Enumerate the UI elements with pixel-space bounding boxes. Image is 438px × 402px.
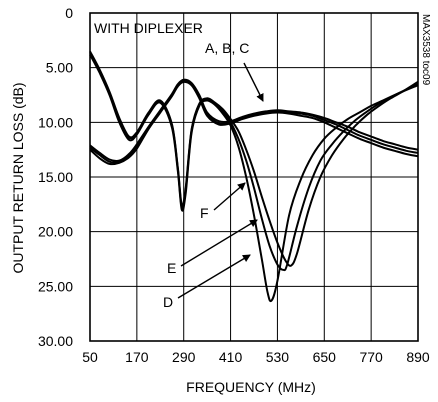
x-tick-label: 290 (172, 349, 196, 365)
annotations: A, B, C F E D (163, 40, 264, 310)
x-axis-title: FREQUENCY (MHz) (186, 379, 316, 395)
y-axis-title: OUTPUT RETURN LOSS (dB) (10, 82, 26, 273)
series-line-f (89, 50, 419, 267)
inset-label: WITH DIPLEXER (94, 20, 203, 36)
y-tick-label: 15.00 (38, 169, 73, 185)
x-tick-label: 410 (219, 349, 243, 365)
annotation-label: E (167, 260, 176, 276)
x-tick-label: 770 (359, 349, 383, 365)
annotation-arrow (177, 254, 251, 299)
y-tick-label: 0 (65, 5, 73, 21)
series-group (89, 50, 419, 303)
annotation-arrow (180, 219, 258, 267)
annotation-label: A, B, C (205, 40, 249, 56)
series-line-c (89, 78, 419, 162)
annotation-label: F (200, 205, 209, 221)
x-tick-label: 50 (82, 349, 98, 365)
x-tick-label: 890 (406, 349, 430, 365)
series-line-b (89, 80, 419, 166)
plot-frame (89, 12, 419, 342)
x-tick-label: 530 (266, 349, 290, 365)
y-tick-label: 30.00 (38, 333, 73, 349)
annotation-label: D (163, 294, 173, 310)
x-tick-label: 650 (313, 349, 337, 365)
y-tick-label: 25.00 (38, 278, 73, 294)
y-tick-label: 20.00 (38, 224, 73, 240)
tick-labels: 50 170 290 410 530 650 770 890 0 5.00 10.00 15.00 20… (38, 5, 430, 365)
side-code: MAX3538 toc09 (420, 14, 431, 86)
annotation-arrow (213, 182, 246, 211)
y-tick-label: 5.00 (46, 60, 73, 76)
annotation-arrow (243, 62, 264, 102)
y-tick-label: 10.00 (38, 114, 73, 130)
x-tick-label: 170 (125, 349, 149, 365)
